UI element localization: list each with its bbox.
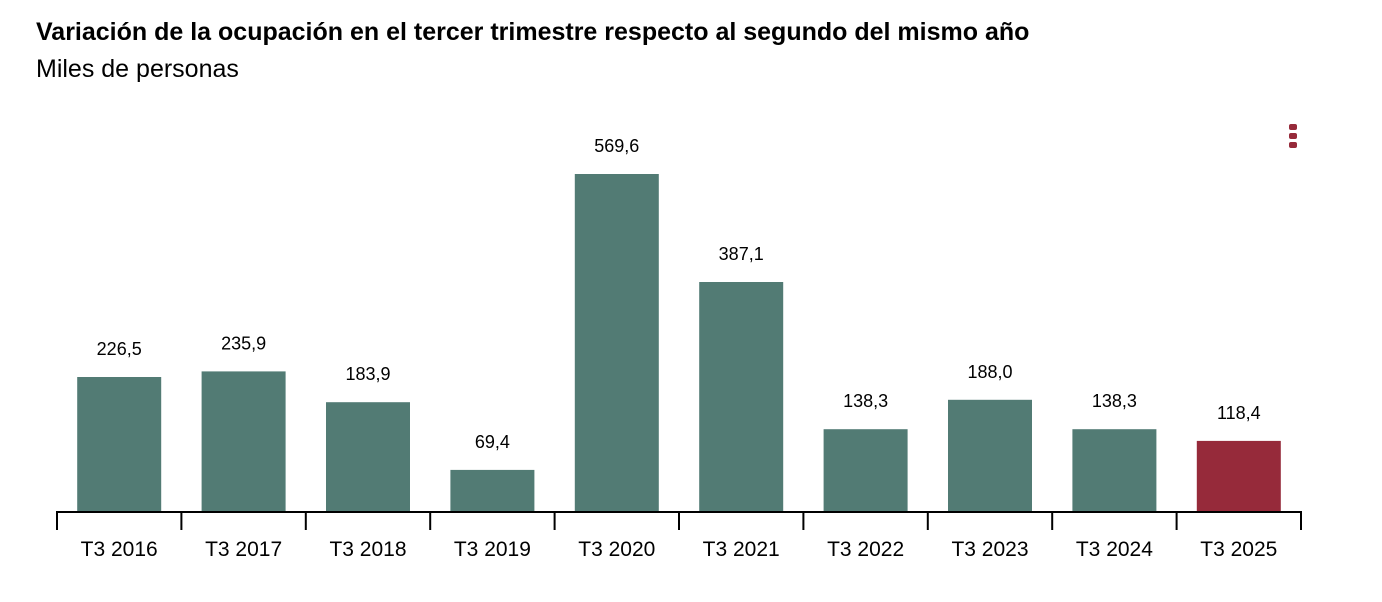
bar-t3-2022[interactable]	[823, 429, 908, 511]
data-label: 138,3	[843, 391, 888, 411]
data-label: 183,9	[345, 364, 390, 384]
bar-t3-2019[interactable]	[450, 469, 535, 511]
data-label: 69,4	[475, 432, 510, 452]
bar-t3-2017[interactable]	[201, 371, 286, 511]
bar-t3-2018[interactable]	[326, 402, 410, 511]
data-label: 569,6	[594, 136, 639, 156]
x-tick-label: T3 2019	[454, 538, 531, 561]
x-tick-label: T3 2021	[703, 538, 780, 561]
x-tick-label: T3 2018	[329, 538, 406, 561]
data-label: 226,5	[97, 339, 142, 359]
x-tick-label: T3 2023	[951, 538, 1028, 561]
chart-title: Variación de la ocupación en el tercer t…	[36, 18, 1030, 46]
vertical-dots-icon	[1289, 133, 1297, 139]
bar-t3-2016[interactable]	[77, 377, 162, 511]
data-label: 188,0	[967, 362, 1012, 382]
bar-t3-2024[interactable]	[1072, 429, 1157, 511]
vertical-dots-icon	[1289, 124, 1297, 130]
bars-group	[77, 174, 1281, 511]
data-label: 387,1	[719, 244, 764, 264]
data-label: 118,4	[1217, 403, 1261, 423]
vertical-dots-icon	[1289, 142, 1297, 148]
bar-t3-2021[interactable]	[699, 282, 784, 511]
x-tick-label: T3 2025	[1200, 538, 1277, 561]
value-labels-group: 226,5 235,9 183,9 69,4 569,6 387,1 138,3 188,0 1…	[97, 136, 1261, 452]
data-label: 138,3	[1092, 391, 1137, 411]
bar-t3-2023[interactable]	[948, 399, 1032, 511]
chart-subtitle: Miles de personas	[36, 55, 239, 83]
x-tick-label: T3 2022	[827, 538, 904, 561]
x-tick-label: T3 2017	[205, 538, 282, 561]
x-tick-label: T3 2020	[578, 538, 655, 561]
x-tick-label: T3 2024	[1076, 538, 1153, 561]
x-tick-label: T3 2016	[81, 538, 158, 561]
bar-t3-2020[interactable]	[574, 174, 659, 511]
x-axis: T3 2016 T3 2017 T3 2018 T3 2019 T3 2020 T3 20…	[56, 511, 1302, 561]
chart-menu-button[interactable]	[1284, 120, 1302, 154]
bar-t3-2025[interactable]	[1196, 440, 1281, 511]
data-label: 235,9	[221, 333, 266, 353]
